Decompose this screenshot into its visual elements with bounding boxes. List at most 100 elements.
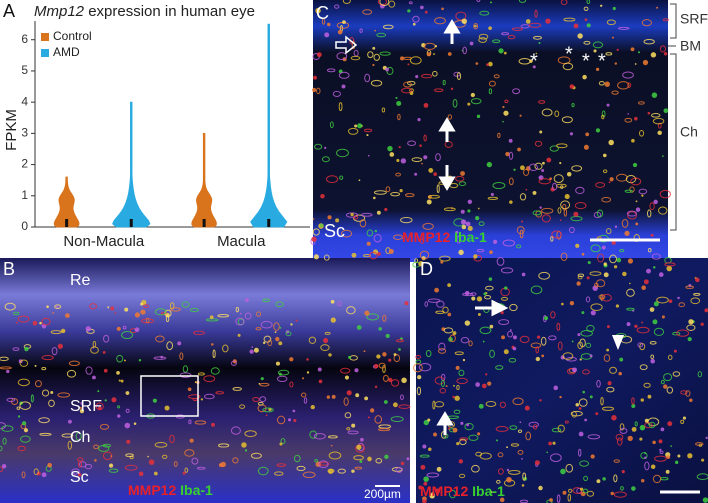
cell <box>614 62 618 65</box>
cell <box>662 18 669 22</box>
cell <box>320 344 330 352</box>
cell <box>34 380 42 388</box>
cell <box>597 253 605 263</box>
cell <box>532 190 537 195</box>
cell <box>476 114 481 119</box>
cell <box>582 369 590 375</box>
cell <box>689 398 693 403</box>
cell <box>509 303 518 312</box>
cell <box>470 98 482 105</box>
cell <box>561 116 573 124</box>
cell <box>630 47 635 52</box>
cell <box>534 140 543 147</box>
cell <box>218 443 230 448</box>
cell <box>423 481 428 486</box>
cell <box>382 314 387 322</box>
cell <box>313 75 317 80</box>
cell <box>579 358 582 361</box>
cell <box>580 329 593 337</box>
cell <box>612 6 616 11</box>
cell <box>651 253 661 260</box>
cell <box>41 366 47 371</box>
cell <box>640 452 648 460</box>
cell <box>328 468 334 474</box>
cell <box>273 322 280 331</box>
cell <box>90 346 99 354</box>
cell <box>549 145 559 152</box>
cell <box>525 188 528 191</box>
cell <box>370 408 375 413</box>
cell <box>586 23 591 28</box>
cell <box>426 199 432 205</box>
cell <box>455 230 459 234</box>
cell <box>372 46 376 50</box>
cell <box>521 272 526 277</box>
cell <box>19 359 29 367</box>
cell <box>379 0 390 7</box>
cell <box>611 36 614 39</box>
cell <box>125 453 134 458</box>
cell <box>85 326 91 332</box>
cell <box>601 114 605 120</box>
cell <box>626 307 635 311</box>
cell <box>145 317 150 324</box>
cell <box>520 165 525 171</box>
cell <box>595 182 606 188</box>
cell <box>239 404 246 409</box>
cell <box>346 390 352 396</box>
cell <box>632 162 638 168</box>
cell <box>426 52 431 57</box>
stain-green: Iba-1 <box>180 482 213 498</box>
cell <box>653 327 665 336</box>
cell <box>374 29 377 32</box>
cell <box>504 99 509 104</box>
cell <box>290 323 293 326</box>
cell <box>434 17 446 25</box>
cell <box>488 61 493 67</box>
cell <box>411 157 423 163</box>
cell <box>631 397 635 405</box>
cell <box>506 446 509 449</box>
cell <box>649 307 655 312</box>
cell <box>169 302 175 310</box>
cell <box>649 202 655 211</box>
asterisk: * <box>598 50 606 72</box>
cell <box>503 110 509 116</box>
cell <box>252 396 260 403</box>
cell <box>453 384 455 387</box>
cell <box>557 56 571 65</box>
cell <box>79 409 85 414</box>
cell <box>660 379 665 385</box>
cell <box>666 265 673 272</box>
cell <box>614 225 618 228</box>
cell <box>663 52 668 56</box>
cell <box>454 395 460 401</box>
cell <box>241 442 247 448</box>
cell <box>278 341 283 346</box>
cell <box>396 158 400 163</box>
cell <box>687 453 693 459</box>
cell <box>515 244 522 249</box>
cell <box>407 9 411 13</box>
stain-red: MMP12 <box>128 482 176 498</box>
cell <box>152 398 157 403</box>
cell <box>596 209 604 218</box>
cell <box>657 130 662 136</box>
cell <box>500 310 504 315</box>
cell <box>312 228 320 236</box>
cell <box>23 428 29 433</box>
cell <box>393 354 401 363</box>
cell <box>359 28 363 33</box>
cell <box>354 368 359 373</box>
cell <box>419 250 430 260</box>
cell <box>373 190 387 195</box>
cell <box>539 399 542 402</box>
cell <box>511 27 523 31</box>
cell <box>326 395 331 399</box>
cell <box>331 394 336 399</box>
cell <box>79 461 87 468</box>
cell <box>443 207 456 212</box>
cell <box>592 41 604 49</box>
cell <box>373 196 376 200</box>
cell <box>192 397 198 402</box>
